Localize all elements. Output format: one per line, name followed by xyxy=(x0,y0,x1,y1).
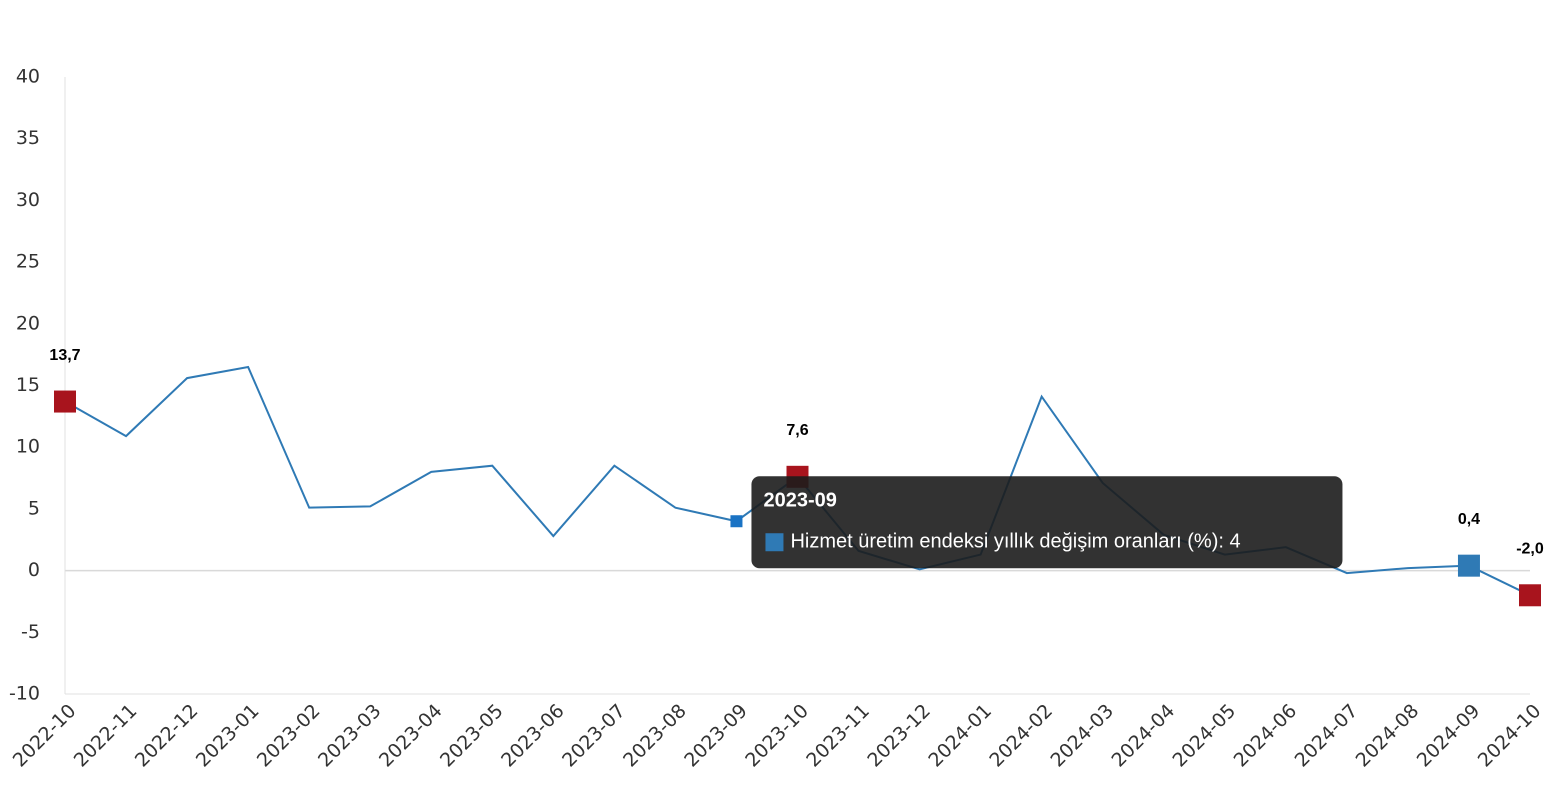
x-tick-label: 2023-11 xyxy=(802,700,874,772)
y-tick-label: 35 xyxy=(16,127,40,149)
x-tick-label: 2024-05 xyxy=(1169,700,1241,772)
x-tick-label: 2024-07 xyxy=(1291,700,1363,772)
x-tick-label: 2022-11 xyxy=(70,700,142,772)
y-tick-label: 30 xyxy=(16,189,40,211)
y-tick-label: -10 xyxy=(9,683,40,705)
hover-marker xyxy=(730,515,743,528)
x-tick-label: 2023-07 xyxy=(558,700,630,772)
x-tick-label: 2022-12 xyxy=(131,700,203,772)
y-tick-label: 20 xyxy=(16,312,40,334)
y-tick-label: 10 xyxy=(16,436,40,458)
point-marker xyxy=(54,390,76,413)
x-tick-label: 2023-08 xyxy=(619,700,691,772)
x-tick-label: 2024-04 xyxy=(1107,700,1179,772)
tooltip-text: Hizmet üretim endeksi yıllık değişim ora… xyxy=(790,531,1240,553)
y-tick-label: 5 xyxy=(28,497,40,519)
tooltip-swatch xyxy=(765,533,784,552)
y-tick-label: 15 xyxy=(16,374,40,396)
x-tick-label: 2023-05 xyxy=(436,700,508,772)
y-tick-label: -5 xyxy=(21,621,40,643)
x-tick-label: 2023-03 xyxy=(314,700,386,772)
x-tick-label: 2023-09 xyxy=(680,700,752,772)
value-label: 7,6 xyxy=(786,422,808,439)
x-tick-label: 2024-06 xyxy=(1230,700,1302,772)
x-tick-label: 2023-06 xyxy=(497,700,569,772)
x-tick-label: 2024-08 xyxy=(1352,700,1424,772)
x-tick-label: 2024-03 xyxy=(1046,700,1118,772)
point-marker xyxy=(1519,584,1541,607)
x-tick-label: 2024-02 xyxy=(985,700,1057,772)
y-tick-label: 40 xyxy=(16,66,40,88)
y-tick-label: 0 xyxy=(28,559,40,581)
tooltip: 2023-09 Hizmet üretim endeksi yıllık deği… xyxy=(751,476,1343,569)
x-tick-label: 2024-09 xyxy=(1413,700,1485,772)
x-tick-label: 2024-01 xyxy=(924,700,996,772)
x-tick-label: 2022-10 xyxy=(9,700,81,772)
y-tick-label: 25 xyxy=(16,251,40,273)
x-tick-label: 2023-04 xyxy=(375,700,447,772)
x-tick-label: 2023-10 xyxy=(741,700,813,772)
x-tick-label: 2023-12 xyxy=(863,700,935,772)
value-label: 0,4 xyxy=(1458,511,1480,528)
value-label: -2,0 xyxy=(1516,540,1544,557)
tooltip-box xyxy=(751,476,1343,569)
x-tick-label: 2023-01 xyxy=(192,700,264,772)
point-marker xyxy=(1457,554,1480,577)
value-label: 13,7 xyxy=(49,347,80,364)
x-tick-label: 2023-02 xyxy=(253,700,325,772)
tooltip-title: 2023-09 xyxy=(763,490,836,512)
x-tick-label: 2024-10 xyxy=(1474,700,1546,772)
